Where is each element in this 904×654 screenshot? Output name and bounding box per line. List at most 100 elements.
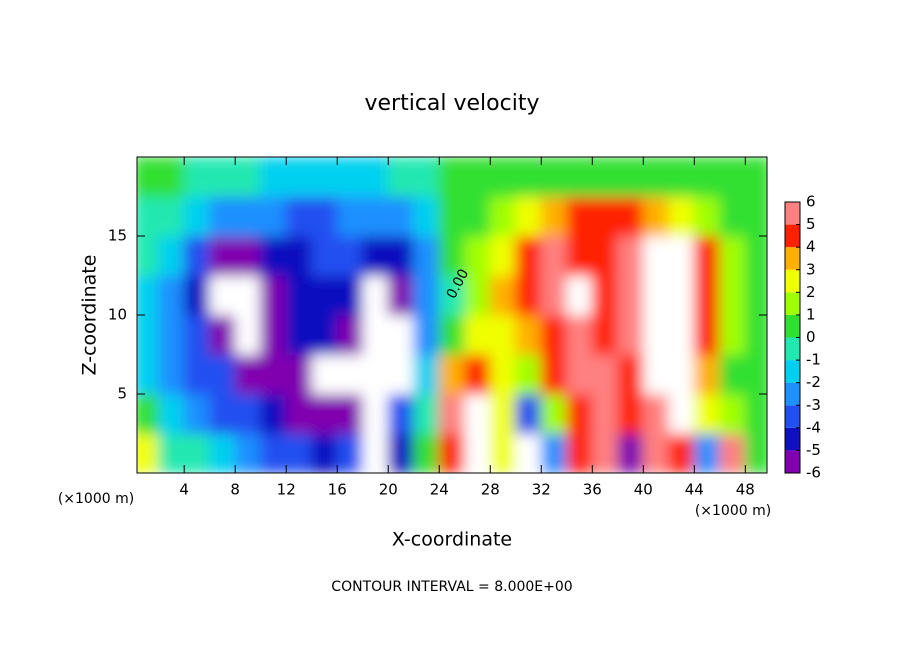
field-cell bbox=[285, 354, 313, 395]
field-cell bbox=[311, 275, 338, 316]
field-cell bbox=[693, 433, 721, 473]
field-cell bbox=[566, 354, 593, 395]
field-cell bbox=[387, 157, 415, 197]
field-cell bbox=[285, 196, 313, 237]
field-cell bbox=[438, 354, 466, 395]
field-cell bbox=[540, 196, 568, 237]
field-cell bbox=[137, 354, 160, 395]
colorbar-band bbox=[785, 269, 800, 293]
field-cell bbox=[285, 314, 313, 355]
x-tick-label: 28 bbox=[481, 481, 500, 499]
field-cell bbox=[566, 393, 593, 434]
field-cell bbox=[209, 196, 236, 237]
field-cell bbox=[260, 235, 287, 276]
colorbar-band bbox=[785, 224, 800, 248]
field-cell bbox=[311, 314, 338, 355]
field-cell bbox=[744, 157, 767, 197]
field-cell bbox=[362, 393, 389, 434]
field-cell bbox=[336, 157, 364, 197]
field-cell bbox=[362, 157, 389, 197]
field-cell bbox=[387, 275, 415, 316]
field-cell bbox=[464, 314, 491, 355]
field-cell bbox=[693, 235, 721, 276]
field-cell bbox=[438, 433, 466, 473]
field-cell bbox=[209, 314, 236, 355]
field-cell bbox=[234, 354, 262, 395]
field-cell bbox=[744, 275, 767, 316]
field-cell bbox=[137, 157, 160, 197]
field-cell bbox=[719, 354, 746, 395]
colorbar-label: -1 bbox=[806, 351, 821, 369]
field-cell bbox=[234, 275, 262, 316]
colorbar-band bbox=[785, 292, 800, 315]
field-cell bbox=[693, 393, 721, 434]
field-cell bbox=[183, 354, 211, 395]
colorbar-label: 2 bbox=[806, 283, 816, 301]
field-cell bbox=[260, 157, 287, 197]
field-cell bbox=[362, 235, 389, 276]
footer: CONTOUR INTERVAL = 8.000E+00 bbox=[331, 579, 572, 595]
field-cell bbox=[260, 433, 287, 473]
field-cell bbox=[668, 314, 695, 355]
field-cell bbox=[311, 433, 338, 473]
field-cell bbox=[336, 433, 364, 473]
field-cell bbox=[158, 235, 185, 276]
field-cell bbox=[617, 157, 644, 197]
field-cell bbox=[515, 196, 542, 237]
field-cell bbox=[617, 235, 644, 276]
field-cell bbox=[336, 354, 364, 395]
field-cell bbox=[642, 433, 670, 473]
field-cell bbox=[566, 235, 593, 276]
field-cell bbox=[336, 314, 364, 355]
field-cell bbox=[668, 157, 695, 197]
field-cell bbox=[336, 235, 364, 276]
field-cell bbox=[137, 275, 160, 316]
colorbar-band bbox=[785, 202, 800, 225]
x-tick-label: 32 bbox=[532, 481, 551, 499]
field-cell bbox=[489, 354, 517, 395]
field-cell bbox=[183, 235, 211, 276]
field-cell bbox=[489, 314, 517, 355]
colorbar-label: -3 bbox=[806, 396, 821, 414]
colorbar-band bbox=[785, 247, 800, 270]
field-cell bbox=[591, 314, 619, 355]
field-cell bbox=[413, 314, 440, 355]
field-cell bbox=[744, 433, 767, 473]
field-cell bbox=[387, 354, 415, 395]
field-cell bbox=[137, 196, 160, 237]
colorbar-band bbox=[785, 337, 800, 361]
colorbar-label: 6 bbox=[806, 193, 816, 211]
field-cell bbox=[137, 393, 160, 434]
field-cell bbox=[336, 275, 364, 316]
field-cell bbox=[158, 157, 185, 197]
field-cell bbox=[693, 196, 721, 237]
chart-title: vertical velocity bbox=[364, 91, 539, 116]
colorbar-band bbox=[785, 360, 800, 383]
field-cell bbox=[642, 235, 670, 276]
field-cell bbox=[234, 433, 262, 473]
field-cell bbox=[438, 157, 466, 197]
field-cell bbox=[209, 393, 236, 434]
field-cell bbox=[719, 235, 746, 276]
field-cell bbox=[617, 275, 644, 316]
field-cell bbox=[464, 196, 491, 237]
cells bbox=[137, 157, 767, 473]
field-cell bbox=[464, 235, 491, 276]
field-cell bbox=[642, 314, 670, 355]
field-cell bbox=[540, 354, 568, 395]
field-cell bbox=[438, 235, 466, 276]
field-cell bbox=[642, 354, 670, 395]
field-cell bbox=[387, 433, 415, 473]
field-cell bbox=[387, 196, 415, 237]
field-cell bbox=[285, 235, 313, 276]
field-cell bbox=[719, 433, 746, 473]
field-cell bbox=[158, 433, 185, 473]
x-tick-label: 44 bbox=[685, 481, 704, 499]
field-cell bbox=[464, 393, 491, 434]
x-tick-label: 20 bbox=[379, 481, 398, 499]
field-cell bbox=[183, 433, 211, 473]
field-cell bbox=[515, 275, 542, 316]
x-tick-label: 16 bbox=[328, 481, 347, 499]
field-cell bbox=[668, 275, 695, 316]
